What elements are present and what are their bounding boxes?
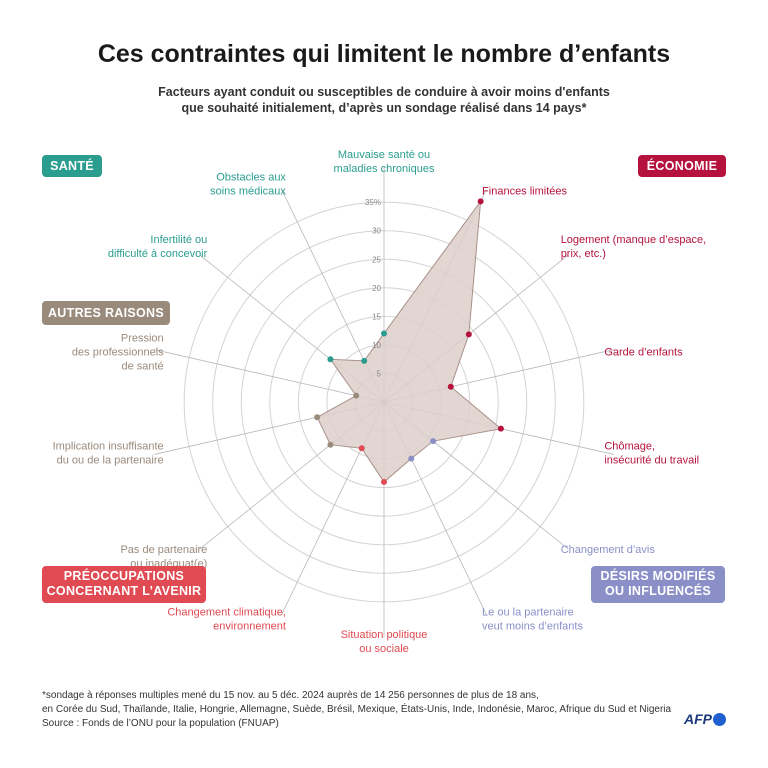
data-point: [497, 425, 504, 432]
axis-label: Implication insuffisante du ou de la part…: [53, 440, 164, 466]
data-point: [353, 392, 360, 399]
category-badge-sante: SANTÉ: [42, 155, 102, 177]
data-point: [381, 478, 387, 485]
tick-label: 20: [372, 284, 381, 293]
axis-label-line: Obstacles aux: [216, 171, 286, 183]
category-badge-desirs: DÉSIRS MODIFIÉS OU INFLUENCÉS: [591, 566, 725, 603]
axis-label-line: Garde d’enfants: [604, 347, 683, 359]
page-title: Ces contraintes qui limitent le nombre d…: [97, 40, 671, 68]
axis-label: Finances limitées: [482, 185, 567, 197]
axis-label: Changement climatique, environnement: [167, 607, 286, 633]
footnote-line: en Corée du Sud, Thaïlande, Italie, Hong…: [42, 704, 672, 715]
category-badge-label: AUTRES RAISONS: [47, 306, 165, 320]
data-point: [447, 383, 454, 390]
afp-logo-text: AFP: [684, 711, 712, 727]
axis-label-line: insécurité du travail: [604, 454, 699, 466]
axis-label-line: Implication insuffisante: [53, 440, 164, 452]
data-point: [327, 441, 334, 448]
axis-label-line: prix, etc.): [561, 248, 606, 260]
axis-label-line: environnement: [213, 621, 286, 633]
category-badge-autres: AUTRES RAISONS: [42, 301, 170, 325]
radar-spoke: [154, 349, 385, 403]
tick-label: 15: [372, 312, 381, 321]
axis-label-line: de santé: [121, 361, 163, 373]
data-point: [314, 414, 321, 421]
category-badge-preoccupations: PRÉOCCUPATIONS CONCERNANT L’AVENIR: [42, 566, 206, 603]
axis-label: Mauvaise santé ou maladies chroniques: [334, 149, 435, 175]
category-badge-label: PRÉOCCUPATIONS: [63, 569, 185, 583]
axis-label: Changement d’avis: [561, 544, 656, 556]
category-badge-label: SANTÉ: [50, 159, 94, 173]
axis-label-line: soins médicaux: [210, 185, 286, 197]
axis-label-line: Pas de partenaire: [120, 544, 207, 556]
category-badge-label: ÉCONOMIE: [646, 159, 718, 173]
axis-label-line: veut moins d’enfants: [482, 621, 583, 633]
tick-label: 10: [372, 341, 381, 350]
axis-label-line: Infertilité ou: [150, 234, 207, 246]
category-badge-economie: ÉCONOMIE: [638, 155, 726, 177]
axis-label-line: Situation politique: [341, 629, 428, 641]
axis-label-line: des professionnels: [72, 347, 164, 359]
tick-label: 25: [372, 255, 381, 264]
axis-label-line: Mauvaise santé ou: [338, 149, 430, 161]
axis-label-line: Changement climatique,: [167, 607, 286, 619]
data-point: [430, 438, 437, 445]
data-point: [381, 330, 387, 337]
axis-label-line: Le ou la partenaire: [482, 607, 574, 619]
tick-label: 5: [377, 369, 382, 378]
category-badge-label: CONCERNANT L’AVENIR: [46, 584, 202, 598]
axis-label: Obstacles aux soins médicaux: [210, 171, 286, 197]
footnote: *sondage à réponses multiples mené du 15…: [42, 689, 671, 731]
axis-label-line: Pression: [121, 333, 164, 345]
axis-label: Situation politique ou sociale: [341, 629, 428, 655]
data-point: [361, 357, 368, 364]
data-point: [465, 331, 472, 338]
data-point: [327, 356, 334, 363]
subtitle: Facteurs ayant conduit ou susceptibles d…: [84, 84, 684, 116]
axis-label: Pression des professionnels de santé: [72, 333, 164, 373]
category-badge-label: OU INFLUENCÉS: [605, 584, 711, 598]
subtitle-line: que souhaité initialement, d’après un so…: [181, 101, 587, 115]
data-point: [477, 198, 484, 205]
axis-label-line: Finances limitées: [482, 185, 567, 197]
axis-label: Le ou la partenaire veut moins d’enfants: [482, 607, 583, 633]
data-point: [358, 445, 365, 452]
axis-label-line: ou sociale: [359, 643, 409, 655]
axis-label-line: Chômage,: [604, 440, 655, 452]
category-badge-label: DÉSIRS MODIFIÉS: [600, 569, 716, 583]
axis-label-line: maladies chroniques: [334, 163, 435, 175]
afp-logo: AFP: [684, 711, 726, 727]
data-polygon: [316, 199, 503, 483]
axis-label-line: difficulté à concevoir: [108, 248, 208, 260]
tick-label: 30: [372, 227, 381, 236]
axis-label: Logement (manque d’espace, prix, etc.): [561, 234, 707, 260]
source-line: Source : Fonds de l’ONU pour la populati…: [42, 718, 279, 729]
axis-label: Infertilité ou difficulté à concevoir: [108, 234, 208, 260]
axis-label: Garde d’enfants: [604, 347, 683, 359]
footnote-line: *sondage à réponses multiples mené du 15…: [42, 690, 539, 701]
subtitle-line: Facteurs ayant conduit ou susceptibles d…: [158, 85, 610, 99]
axis-label-line: Logement (manque d’espace,: [561, 234, 707, 246]
axis-label-line: du ou de la partenaire: [57, 454, 164, 466]
axis-label-line: Changement d’avis: [561, 544, 656, 556]
afp-logo-dot: [713, 712, 726, 726]
data-point: [408, 455, 415, 462]
tick-label: 35%: [365, 198, 381, 207]
axis-label: Chômage, insécurité du travail: [604, 440, 699, 466]
